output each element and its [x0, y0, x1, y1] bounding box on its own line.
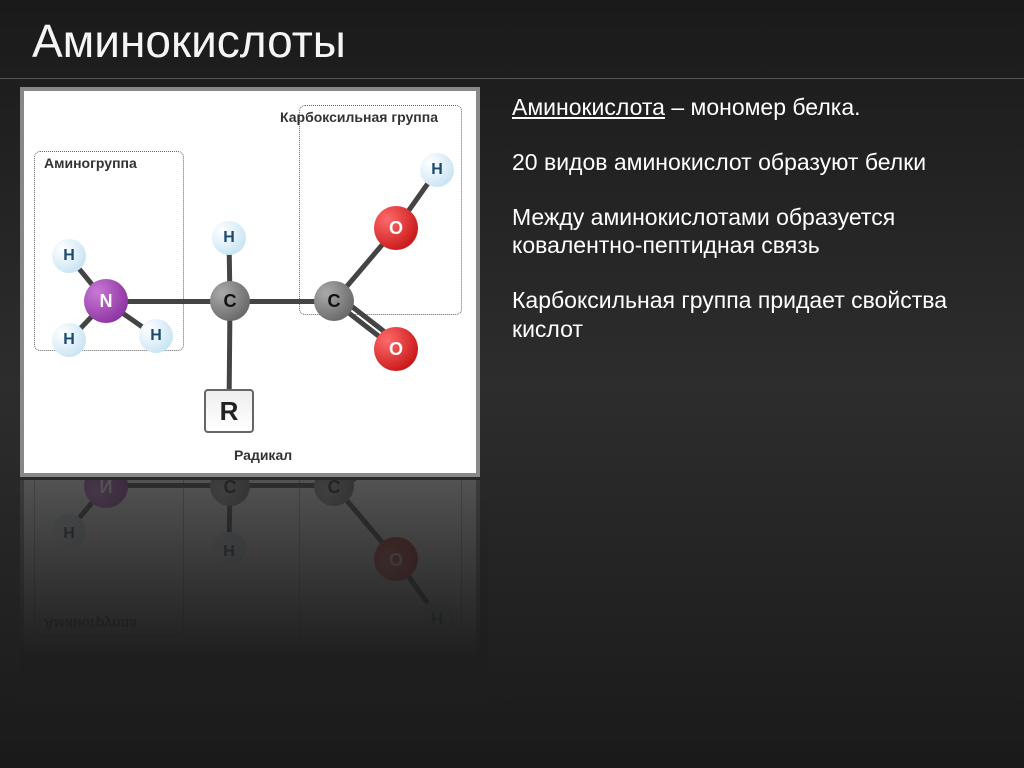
hydrogen-atom: H [52, 239, 86, 273]
hydrogen-atom: H [420, 153, 454, 187]
definition-line: Аминокислота – мономер белка. [512, 93, 1004, 122]
oxygen-atom: O [374, 537, 418, 581]
hydrogen-atom: H [52, 323, 86, 357]
carbon-atom: C [210, 281, 250, 321]
amino-group-label: Аминогруппа [44, 616, 137, 632]
carboxyl-group-label: Карбоксильная группа [280, 109, 438, 125]
nitrogen-atom: N [84, 279, 128, 323]
term: Аминокислота [512, 94, 665, 120]
page-title: Аминокислоты [0, 0, 1024, 79]
carboxyl-group-box [299, 480, 462, 682]
text-content: Аминокислота – мономер белка. 20 видов а… [480, 87, 1004, 477]
hydrogen-atom: H [212, 221, 246, 255]
line-types: 20 видов аминокислот образуют белки [512, 148, 1004, 177]
carbon-atom: C [314, 281, 354, 321]
content: Аминогруппа Карбоксильная группа Радикал… [0, 87, 1024, 477]
radical-label: Радикал [234, 447, 292, 463]
hydrogen-atom: H [420, 600, 454, 634]
hydrogen-atom: H [52, 514, 86, 548]
line-bond: Между аминокислотами образуется ковалент… [512, 203, 1004, 261]
amino-group-label: Аминогруппа [44, 155, 137, 171]
hydrogen-atom: H [212, 532, 246, 566]
carboxyl-group-label: Карбоксильная группа [280, 662, 438, 678]
definition-rest: – мономер белка. [665, 94, 861, 120]
molecule-diagram: Аминогруппа Карбоксильная группа Радикал… [20, 87, 480, 477]
carbon-atom: C [210, 480, 250, 506]
oxygen-atom: O [374, 206, 418, 250]
oxygen-atom: O [374, 327, 418, 371]
radical-atom: R [204, 389, 254, 433]
line-carboxyl: Карбоксильная группа придает свойства ки… [512, 286, 1004, 344]
hydrogen-atom: H [139, 319, 173, 353]
reflection: Аминогруппа Карбоксильная группа Радикал… [20, 480, 480, 700]
